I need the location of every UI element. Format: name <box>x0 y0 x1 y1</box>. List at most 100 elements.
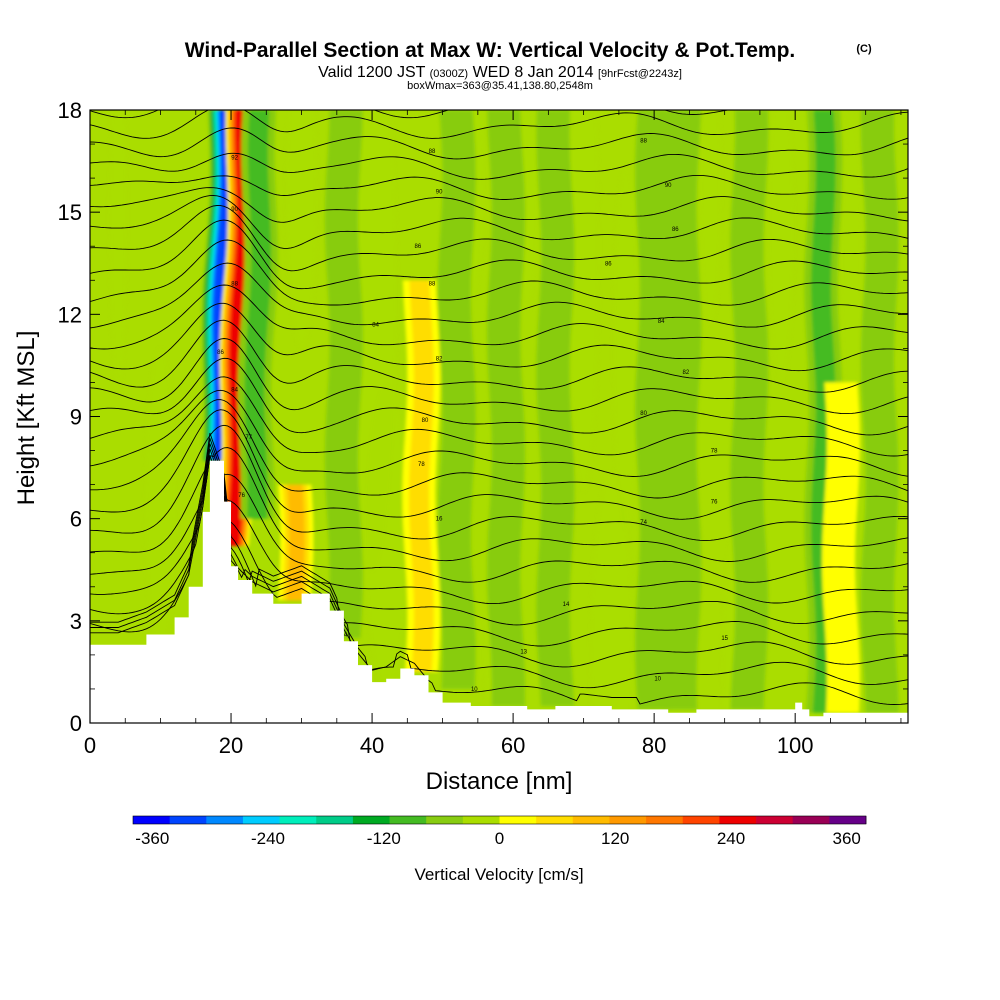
colorbar-tick-label: -120 <box>367 829 401 848</box>
colorbar-swatch <box>169 816 207 824</box>
theta-contour-label: 15 <box>721 636 728 642</box>
colorbar-swatch <box>242 816 280 824</box>
x-tick-label: 80 <box>642 733 666 758</box>
colorbar-swatch <box>682 816 720 824</box>
subtitle-date: WED 8 Jan 2014 <box>473 64 594 81</box>
weak-ascent-patch <box>145 348 176 655</box>
colorbar-swatch <box>279 816 317 824</box>
theta-contour-line <box>90 319 908 393</box>
theta-contour-line <box>90 127 908 160</box>
theta-contour-label: 92 <box>231 156 238 162</box>
velocity-band <box>244 110 271 519</box>
x-tick-label: 0 <box>84 733 96 758</box>
theta-contour-label: 88 <box>640 139 647 145</box>
colorbar-tick-label: 120 <box>601 829 629 848</box>
theta-contour-label: 10 <box>471 687 478 693</box>
colorbar-swatch <box>536 816 574 824</box>
y-tick-label: 12 <box>58 302 82 327</box>
theta-contour-label: 86 <box>415 244 422 250</box>
theta-contour-line <box>90 262 908 329</box>
weak-ascent-patch <box>700 110 722 325</box>
theta-contour-label: 86 <box>605 261 612 267</box>
theta-contour-label: 76 <box>711 500 718 506</box>
theta-contour-label: 77 <box>245 435 252 441</box>
colorbar-swatch <box>792 816 830 824</box>
theta-contour-label: 90 <box>665 183 672 189</box>
chart-title: Wind-Parallel Section at Max W: Vertical… <box>185 39 796 62</box>
weak-ascent-patch <box>568 110 600 492</box>
theta-contour-line <box>90 409 908 520</box>
colorbar-swatch <box>426 816 464 824</box>
velocity-band <box>437 110 476 689</box>
theta-contour-label: 88 <box>231 282 238 288</box>
theta-contour-line <box>90 187 908 223</box>
colorbar-tick-label: -240 <box>251 829 285 848</box>
colorbar-tick-label: 240 <box>717 829 745 848</box>
theta-contour-line <box>90 302 908 372</box>
theta-contour-line <box>90 338 908 415</box>
weak-ascent-patch <box>109 110 127 397</box>
y-tick-label: 15 <box>58 200 82 225</box>
theta-contour-label: 90 <box>231 207 238 213</box>
theta-contour-line <box>90 195 908 249</box>
theta-contour-label: 13 <box>520 650 527 656</box>
copyright-mark: (C) <box>856 43 872 55</box>
theta-contour-line <box>90 376 908 457</box>
theta-contour-label: 14 <box>563 602 570 608</box>
y-axis-label: Height [Kft MSL] <box>13 331 40 506</box>
colorbar-swatch <box>609 816 647 824</box>
colorbar-swatch <box>316 816 354 824</box>
colorbar-swatch <box>756 816 794 824</box>
subtitle-forecast: [9hrFcst@2243z] <box>598 68 682 80</box>
theta-contour-line <box>90 455 908 605</box>
velocity-band <box>730 110 769 710</box>
theta-contour-labels: 92 88 88 90 90 90 86 86 88 88 86 84 84 86 84 82 82 80 80 77… <box>217 139 729 693</box>
theta-contour-line <box>90 399 908 499</box>
theta-contour-label: 10 <box>654 677 661 683</box>
theta-contour-label: 78 <box>711 449 718 455</box>
weak-ascent-patch <box>841 110 863 417</box>
theta-contour-label: 82 <box>436 357 443 363</box>
colorbar-swatch <box>829 816 867 824</box>
box-info: boxWmax=363@35.41,138.80,2548m <box>407 80 593 92</box>
x-axis-label: Distance [nm] <box>426 768 573 795</box>
y-axis: 0 3 6 9 12 15 18 <box>58 98 908 736</box>
theta-contour-label: 86 <box>217 350 224 356</box>
colorbar-label: Vertical Velocity [cm/s] <box>414 865 583 884</box>
velocity-bands <box>109 110 899 723</box>
theta-contour-line <box>90 357 908 436</box>
theta-contour-label: 78 <box>418 462 425 468</box>
y-tick-label: 9 <box>70 405 82 430</box>
theta-contour-label: 14 <box>341 633 348 639</box>
velocity-band <box>860 110 899 713</box>
colorbar-swatch <box>646 816 684 824</box>
velocity-band <box>324 110 363 638</box>
theta-contour-label: 16 <box>436 517 443 523</box>
y-tick-label: 3 <box>70 609 82 634</box>
y-tick-label: 0 <box>70 711 82 736</box>
x-axis: 0 20 40 60 80 100 <box>84 110 902 758</box>
colorbar-swatch <box>206 816 244 824</box>
theta-contour-label: 88 <box>429 149 436 155</box>
weak-ascent-patch <box>365 382 408 689</box>
colorbar-swatch <box>499 816 537 824</box>
subtitle-utc: (0300Z) <box>430 68 469 80</box>
terrain <box>90 460 908 723</box>
y-tick-label: 6 <box>70 507 82 532</box>
x-tick-label: 40 <box>360 733 384 758</box>
colorbar-frame <box>132 815 867 825</box>
velocity-band <box>828 382 854 713</box>
theta-contour-label: 84 <box>231 387 238 393</box>
velocity-band <box>663 110 702 710</box>
theta-contour-line <box>90 438 908 668</box>
theta-contour-label: 82 <box>683 370 690 376</box>
weak-ascent-patch <box>613 164 639 533</box>
velocity-band <box>487 110 526 706</box>
theta-contour-label: 90 <box>436 190 443 196</box>
theta-contour-line <box>90 424 908 541</box>
colorbar-tick-label: 0 <box>495 829 504 848</box>
plot-area: 92 88 88 90 90 90 86 86 88 88 86 84 84 86 84 82 82 80 80 77… <box>90 110 908 723</box>
weak-ascent-patch <box>768 110 794 383</box>
theta-contour-label: 80 <box>640 411 647 417</box>
